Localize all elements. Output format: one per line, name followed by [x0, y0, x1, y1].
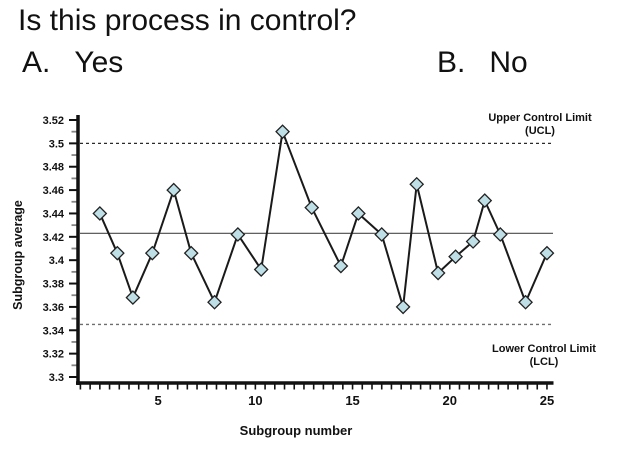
- data-point: [166, 182, 182, 198]
- data-point: [448, 249, 464, 265]
- lcl-label: (LCL): [530, 356, 559, 368]
- data-point: [333, 258, 349, 274]
- y-tick-label: 3.5: [49, 138, 64, 150]
- series-line: [98, 130, 548, 308]
- data-point: [125, 290, 141, 305]
- x-axis-title: Subgroup number: [240, 423, 353, 438]
- x-tick-label: 15: [345, 393, 359, 408]
- y-tick-label: 3.4: [49, 255, 65, 267]
- data-point: [253, 262, 269, 277]
- page-title: Is this process in control?: [18, 4, 357, 37]
- data-point: [492, 227, 508, 242]
- answer-label-b: No: [489, 46, 528, 79]
- data-point: [477, 193, 493, 209]
- data-point: [374, 227, 390, 242]
- y-tick-label: 3.32: [43, 349, 64, 361]
- y-tick-label: 3.36: [43, 302, 64, 314]
- data-point: [275, 124, 291, 140]
- data-point: [465, 234, 481, 249]
- answer-letter-b: B.: [437, 46, 466, 79]
- y-tick-label: 3.44: [43, 208, 65, 220]
- x-tick-label: 5: [155, 393, 162, 408]
- y-tick-label: 3.42: [43, 232, 64, 244]
- control-chart-svg: 3.3 3.32 3.34 3.36 3.38 3.4 3.42 3.44 3.46 3.48 3.…: [11, 112, 596, 438]
- data-point: [109, 245, 125, 261]
- data-point: [304, 200, 320, 216]
- y-tick-label: 3.46: [43, 185, 64, 197]
- data-point: [207, 294, 222, 310]
- data-point: [518, 294, 534, 310]
- y-tick-label: 3.34: [43, 325, 65, 337]
- y-tick-label: 3.3: [49, 372, 64, 384]
- y-tick-label: 3.48: [43, 162, 64, 174]
- answer-label-a: Yes: [74, 46, 124, 79]
- data-point: [183, 245, 199, 261]
- control-chart: 3.3 3.32 3.34 3.36 3.38 3.4 3.42 3.44 3.46 3.48 3.…: [0, 95, 624, 449]
- answer-letter-a: A.: [22, 46, 51, 79]
- data-point: [92, 206, 108, 221]
- lcl-label: Lower Control Limit: [492, 343, 596, 355]
- answer-option-a[interactable]: A. Yes: [22, 46, 123, 80]
- y-tick-label: 3.38: [43, 279, 64, 291]
- data-point: [230, 227, 246, 242]
- y-tick-label: 3.52: [43, 115, 64, 127]
- answer-option-b[interactable]: B. No: [437, 46, 528, 80]
- data-point: [409, 176, 425, 192]
- x-tick-label: 10: [248, 393, 262, 408]
- data-point: [350, 206, 366, 221]
- data-point: [539, 245, 555, 261]
- x-tick-label: 20: [443, 393, 457, 408]
- data-point: [144, 245, 160, 261]
- x-tick-label: 25: [540, 393, 554, 408]
- data-point: [430, 265, 446, 281]
- y-axis-title: Subgroup average: [11, 200, 25, 310]
- ucl-label: (UCL): [525, 125, 555, 137]
- ucl-label: Upper Control Limit: [488, 112, 592, 124]
- data-point: [395, 299, 411, 315]
